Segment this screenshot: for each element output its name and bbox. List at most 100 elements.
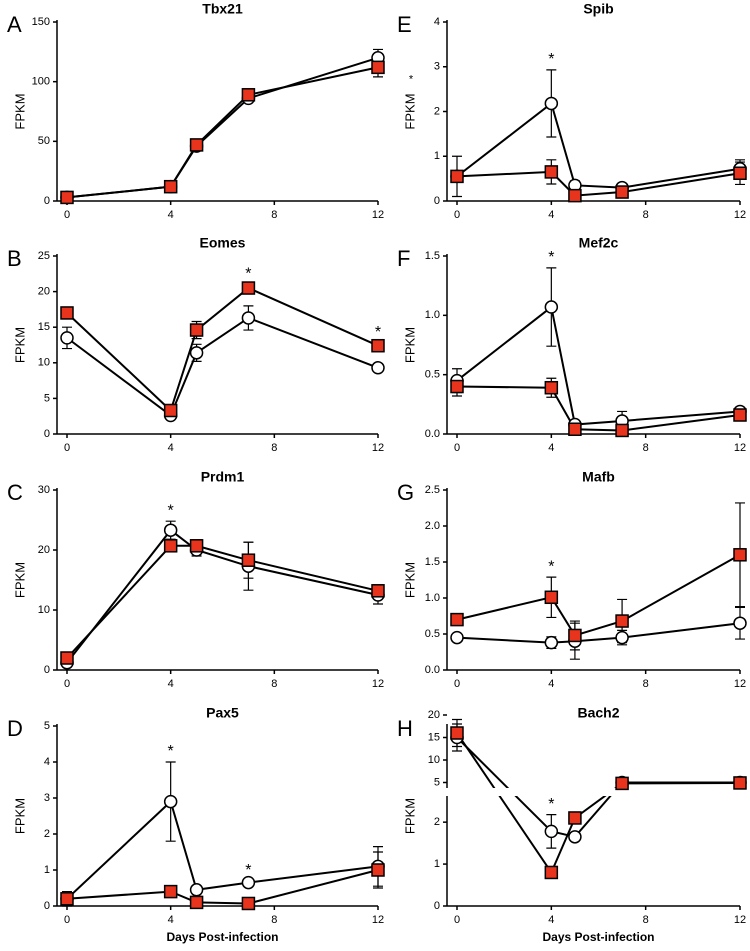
y-tick-label: 4 (44, 756, 50, 768)
y-tick-label: 3 (44, 792, 50, 804)
x-tick-label: 12 (734, 442, 746, 454)
square-marker (450, 612, 464, 627)
y-tick-label: 1.0 (425, 309, 440, 321)
series-line (456, 622, 741, 644)
y-axis-label: FPKM (12, 93, 27, 129)
x-tick-label: 4 (548, 678, 554, 690)
panel-letter: B (7, 246, 22, 271)
chart-title: Tbx21 (202, 1, 243, 17)
circle-marker (163, 794, 178, 809)
y-tick-label: 0 (44, 664, 50, 676)
x-tick-label: 0 (454, 678, 460, 690)
y-tick-label: 15 (428, 731, 440, 743)
x-tick-label: 0 (454, 914, 460, 926)
x-tick-label: 8 (271, 209, 277, 221)
circle-marker (450, 630, 464, 645)
y-tick-label: 0 (44, 900, 50, 912)
square-marker (733, 166, 747, 181)
y-label-mark: * (409, 73, 414, 85)
y-tick-label: 20 (428, 709, 440, 721)
x-tick-label: 0 (64, 209, 70, 221)
y-tick-label: 3 (434, 61, 440, 73)
significance-mark: * (548, 249, 554, 266)
y-tick-label: 2 (434, 816, 440, 828)
chart-title: Eomes (200, 235, 246, 251)
y-tick-label: 0 (434, 900, 440, 912)
x-tick-label: 12 (734, 914, 746, 926)
square-marker (450, 726, 464, 740)
x-tick-label: 4 (548, 442, 554, 454)
significance-mark: * (548, 558, 554, 575)
square-marker (450, 379, 464, 394)
square-marker (615, 185, 629, 199)
series-line (456, 736, 740, 838)
square-marker (568, 422, 582, 437)
y-tick-label: 2 (434, 105, 440, 117)
y-tick-label: 50 (38, 135, 50, 147)
series-line (456, 385, 741, 432)
axis-break (441, 788, 746, 796)
x-tick-label: 0 (64, 678, 70, 690)
x-tick-label: 12 (372, 678, 384, 690)
y-axis-label: FPKM (402, 327, 417, 363)
y-tick-label: 5 (44, 720, 50, 732)
chart-title: Pax5 (206, 705, 239, 721)
y-tick-label: 1.5 (425, 556, 440, 568)
y-tick-label: 100 (32, 76, 50, 88)
square-marker (163, 179, 178, 194)
series-line (66, 799, 379, 900)
square-marker (733, 776, 747, 790)
x-tick-label: 8 (643, 209, 649, 221)
y-tick-label: 1 (434, 858, 440, 870)
y-tick-label: 20 (38, 286, 50, 298)
x-tick-label: 4 (168, 914, 174, 926)
x-tick-label: 0 (454, 209, 460, 221)
square-marker (371, 60, 385, 75)
y-tick-label: 5 (44, 392, 50, 404)
significance-mark: * (548, 796, 554, 813)
x-tick-label: 12 (372, 914, 384, 926)
y-axis-label: FPKM (12, 327, 27, 363)
x-axis-label: Days Post-infection (166, 930, 278, 944)
square-marker (733, 548, 747, 562)
significance-mark: * (245, 862, 251, 879)
y-tick-label: 20 (38, 544, 50, 556)
square-marker (733, 408, 747, 422)
y-tick-label: 0 (44, 428, 50, 440)
circle-marker (544, 824, 559, 839)
series-line (66, 66, 379, 199)
circle-marker (733, 616, 747, 630)
square-marker (163, 403, 178, 418)
x-tick-label: 0 (64, 442, 70, 454)
square-marker (60, 892, 74, 906)
series-line (66, 316, 379, 418)
significance-mark: * (245, 266, 251, 283)
circle-marker (189, 883, 204, 897)
x-tick-label: 8 (271, 678, 277, 690)
y-tick-label: 1 (44, 864, 50, 876)
significance-mark: * (548, 51, 554, 68)
square-marker (60, 190, 74, 205)
panel-letter: C (7, 480, 23, 505)
square-marker (371, 584, 385, 598)
chart-title: Mafb (582, 469, 615, 485)
circle-marker (241, 875, 256, 890)
significance-mark: * (168, 502, 174, 519)
y-tick-label: 25 (38, 250, 50, 262)
chart-title: Bach2 (577, 705, 619, 721)
y-axis-label: FPKM (12, 798, 27, 834)
circle-marker (544, 635, 559, 650)
circle-marker (163, 523, 178, 537)
circle-marker (241, 311, 256, 325)
square-marker (615, 423, 629, 438)
chart-title: Mef2c (579, 235, 619, 251)
square-marker (450, 169, 464, 184)
x-tick-label: 8 (271, 442, 277, 454)
y-tick-label: 4 (434, 16, 440, 28)
panel-letter: E (397, 12, 412, 37)
x-tick-label: 12 (372, 442, 384, 454)
y-tick-label: 2 (44, 828, 50, 840)
square-marker (615, 614, 629, 628)
square-marker (241, 88, 256, 102)
